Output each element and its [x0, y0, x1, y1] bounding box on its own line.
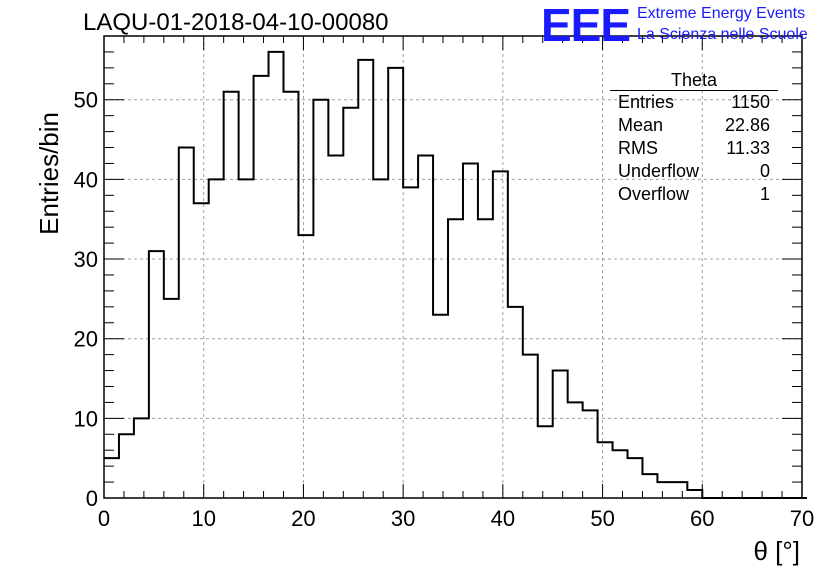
stats-title: Theta: [610, 70, 778, 91]
stat-row: Mean 22.86: [610, 114, 778, 137]
y-tick-label: 0: [86, 486, 98, 511]
y-tick-label: 40: [74, 167, 98, 192]
stat-label: Mean: [618, 115, 664, 135]
stat-value: 1: [759, 184, 770, 204]
x-tick-label: 60: [690, 506, 714, 531]
y-axis-label: Entries/bin: [34, 112, 64, 235]
eee-logo: EEE: [541, 0, 631, 51]
stat-row: Underflow 0: [610, 160, 778, 183]
stat-label: RMS: [618, 138, 658, 158]
x-tick-label: 20: [291, 506, 315, 531]
stats-rows: Entries 1150 Mean 22.86 RMS 11.33 Underflow 0 Ov…: [610, 91, 778, 206]
stat-row: Entries 1150: [610, 91, 778, 114]
stat-value: 22.86: [724, 115, 770, 135]
logo-line-2: La Scienza nelle Scuole: [637, 26, 808, 43]
stat-row: Overflow 1: [610, 183, 778, 206]
stat-label: Entries: [618, 92, 675, 112]
logo-line-1: Extreme Energy Events: [637, 5, 806, 22]
stat-label: Overflow: [618, 184, 690, 204]
x-tick-label: 50: [590, 506, 614, 531]
stat-value: 1150: [731, 92, 770, 112]
chart-title: LAQU-01-2018-04-10-00080: [83, 9, 389, 36]
y-tick-label: 50: [74, 88, 98, 113]
y-tick-label: 30: [74, 247, 98, 272]
x-tick-label: 70: [790, 506, 814, 531]
plot-frame: [103, 35, 803, 499]
x-axis-label: θ [°]: [753, 536, 800, 566]
stats-box: Theta Entries 1150 Mean 22.86 RMS 11.33 Underf…: [610, 70, 778, 206]
stat-label: Underflow: [618, 161, 700, 181]
x-tick-label: 40: [491, 506, 515, 531]
stat-row: RMS 11.33: [610, 137, 778, 160]
stat-value: 11.33: [726, 138, 770, 158]
x-tick-label: 10: [191, 506, 215, 531]
y-tick-label: 10: [74, 406, 98, 431]
x-tick-label: 30: [391, 506, 415, 531]
stat-value: 0: [759, 161, 770, 181]
histogram-line: [104, 50, 807, 499]
x-tick-label: 0: [98, 506, 110, 531]
y-tick-label: 20: [74, 327, 98, 352]
